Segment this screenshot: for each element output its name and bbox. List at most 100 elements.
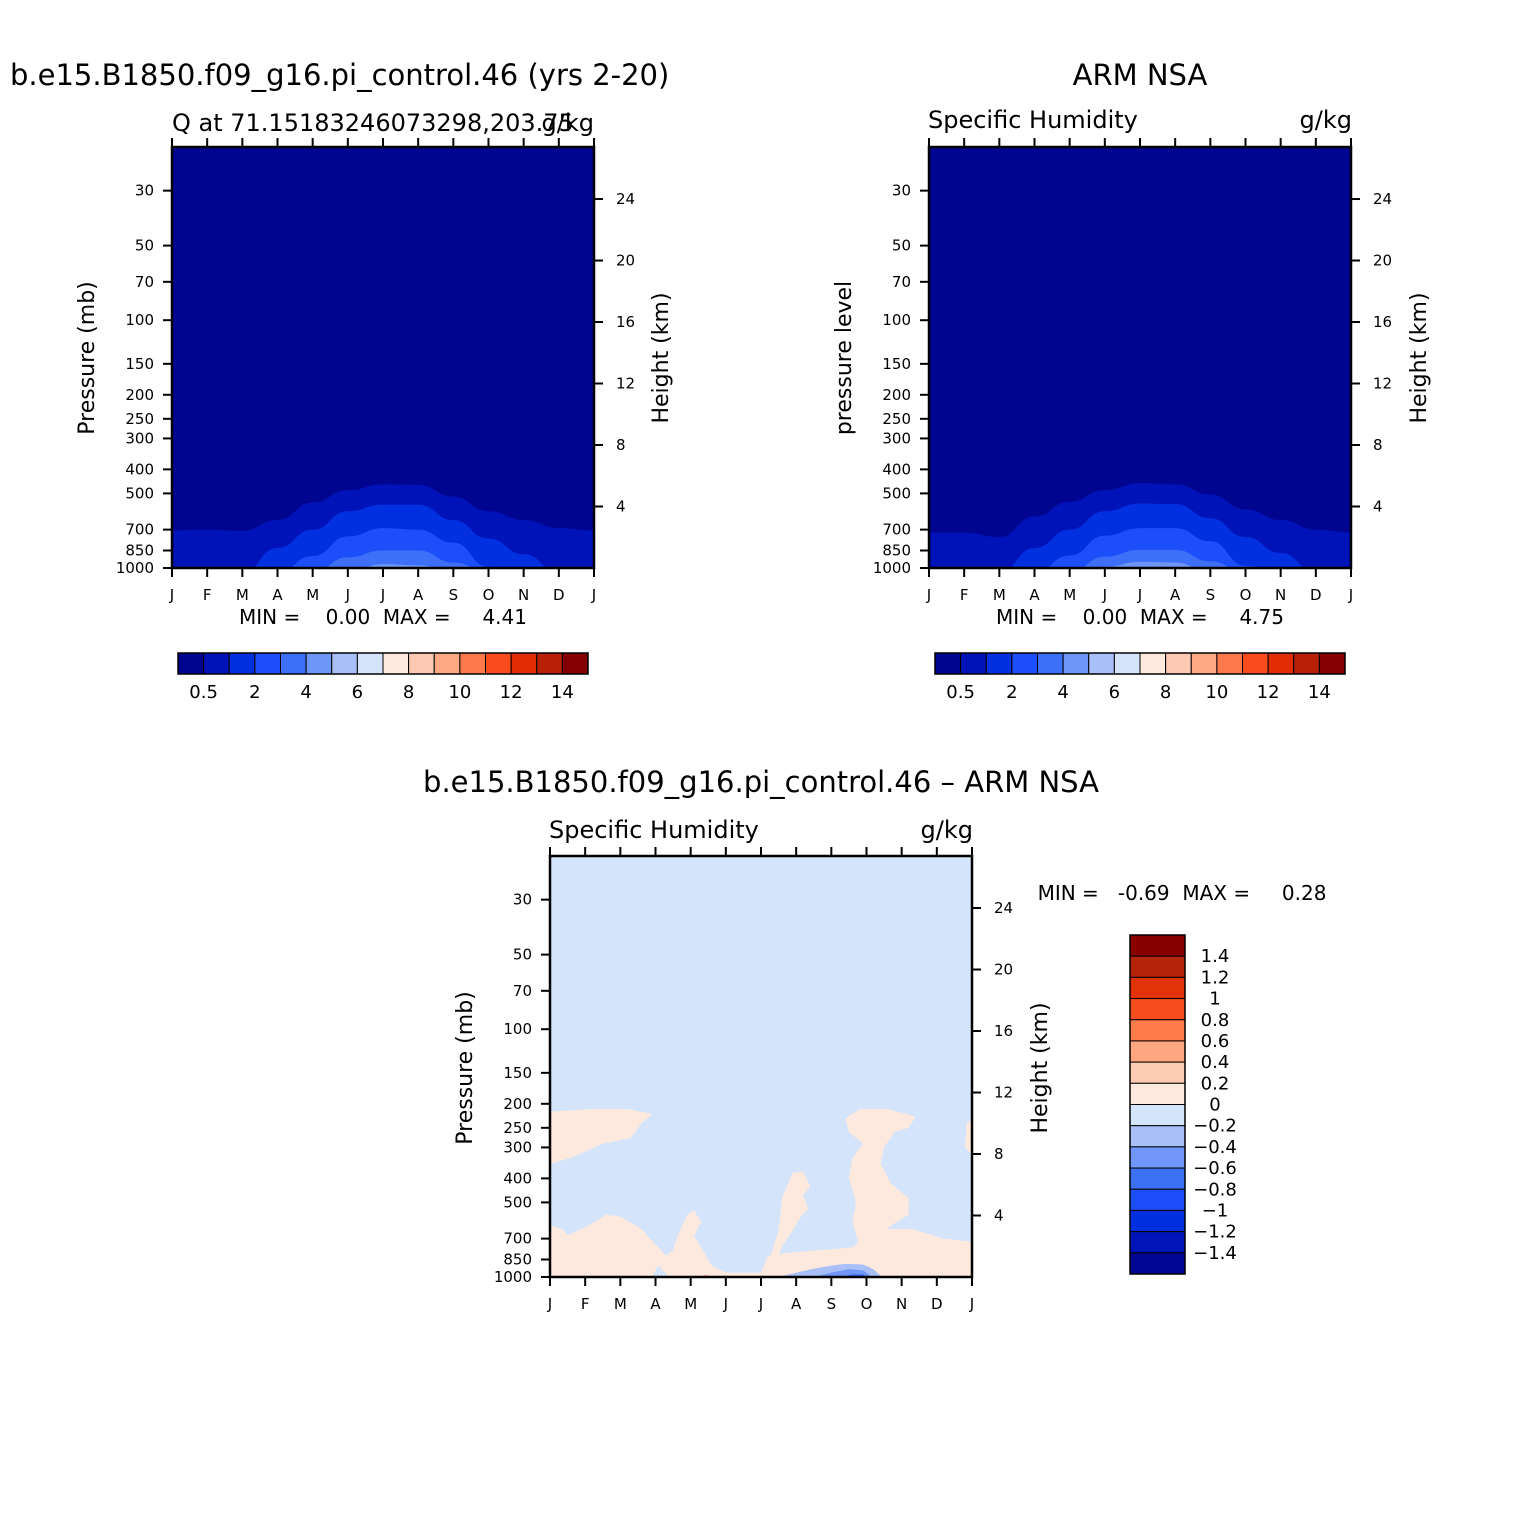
colorbar-swatch <box>510 652 538 675</box>
y-tick-label: 700 <box>125 521 154 539</box>
y2-tick-label: 16 <box>1373 313 1392 331</box>
colorbar-swatch <box>433 652 461 675</box>
x-tick-label: J <box>547 1295 552 1313</box>
colorbar-label: −0.4 <box>1193 1137 1237 1158</box>
colorbar-swatch <box>1088 652 1115 675</box>
colorbar-label: −0.8 <box>1193 1179 1237 1200</box>
y2-tick-label: 16 <box>994 1022 1013 1040</box>
colorbar-swatch <box>1129 1082 1186 1105</box>
y2-tick-label: 20 <box>1373 252 1392 270</box>
panel-subtitle: Q at 71.15183246073298,203.75 <box>172 109 574 137</box>
colorbar-swatch <box>1129 1104 1186 1127</box>
contour-band-3 <box>326 550 473 568</box>
colorbar-label: 6 <box>352 682 363 703</box>
y-tick-label: 1000 <box>116 559 154 577</box>
colorbar-label: −1.2 <box>1193 1222 1237 1243</box>
colorbar-swatch <box>280 652 307 675</box>
colorbar-label: 0.6 <box>1201 1031 1230 1052</box>
x-tick-label: J <box>723 1295 728 1313</box>
colorbar-swatch <box>1129 998 1186 1021</box>
y-tick-label: 100 <box>882 311 911 329</box>
contour-band-3 <box>1082 549 1230 568</box>
colorbar-swatch <box>1129 1231 1186 1254</box>
x-tick-label: A <box>791 1295 802 1313</box>
colorbar-swatch <box>1267 652 1295 675</box>
y-axis-label: Pressure (mb) <box>453 991 478 1145</box>
x-tick-label: N <box>1275 586 1286 604</box>
y2-tick-label: 8 <box>616 436 626 454</box>
x-tick-label: F <box>960 586 969 604</box>
x-tick-label: J <box>169 586 174 604</box>
y2-tick-label: 8 <box>1373 436 1383 454</box>
y-tick-label: 200 <box>503 1095 532 1113</box>
y-tick-label: 30 <box>135 182 154 200</box>
x-tick-label: J <box>758 1295 763 1313</box>
x-tick-label: F <box>203 586 212 604</box>
colorbar-label: 0.5 <box>946 682 975 703</box>
colorbar-swatch <box>1129 1188 1186 1211</box>
colorbar-swatch <box>1129 976 1186 1000</box>
y-tick-label: 250 <box>882 410 911 428</box>
y-tick-label: 500 <box>503 1193 532 1211</box>
y2-tick-label: 8 <box>994 1145 1004 1163</box>
colorbar-label: 2 <box>1006 682 1017 703</box>
contour-fill-group <box>172 147 594 568</box>
y-tick-label: 150 <box>882 355 911 373</box>
colorbar-label: −0.2 <box>1193 1116 1237 1137</box>
y-tick-label: 50 <box>135 237 154 255</box>
colorbar-swatch <box>1165 652 1192 675</box>
colorbar-swatch <box>561 652 589 675</box>
y-tick-label: 1000 <box>873 559 911 577</box>
x-tick-label: A <box>650 1295 661 1313</box>
y-tick-label: 300 <box>503 1138 532 1156</box>
min-max-readout: MIN = -0.69 MAX = 0.28 <box>1038 881 1327 905</box>
y-tick-label: 300 <box>125 429 154 447</box>
y-tick-label: 70 <box>513 982 532 1000</box>
colorbar-swatch <box>1129 1252 1186 1275</box>
positive-region-upper-left <box>550 1109 652 1165</box>
panel-title: b.e15.B1850.f09_g16.pi_control.46 – ARM … <box>423 765 1099 799</box>
y-tick-label: 400 <box>125 460 154 478</box>
x-tick-label: A <box>1170 586 1181 604</box>
colorbar-label: −1.4 <box>1193 1243 1237 1264</box>
x-tick-label: M <box>614 1295 627 1313</box>
colorbar-swatch <box>1318 652 1346 675</box>
colorbar-swatch <box>1129 1040 1186 1063</box>
y-tick-label: 30 <box>892 182 911 200</box>
panel-units: g/kg <box>1300 106 1352 134</box>
x-tick-label: J <box>1102 586 1107 604</box>
min-max-readout: MIN = 0.00 MAX = 4.41 <box>239 605 527 629</box>
x-tick-label: A <box>1029 586 1040 604</box>
colorbar-label: 12 <box>1257 682 1280 703</box>
colorbar-label: 14 <box>1308 682 1331 703</box>
colorbar-swatch <box>1129 1061 1186 1084</box>
x-tick-label: M <box>684 1295 697 1313</box>
y-tick-label: 400 <box>882 460 911 478</box>
y2-tick-label: 12 <box>994 1084 1013 1102</box>
colorbar-label: 8 <box>403 682 414 703</box>
colorbar-swatch <box>356 652 384 675</box>
y-tick-label: 150 <box>125 355 154 373</box>
colorbar: 0.5 2 4 6 8 10 12 14 <box>177 652 589 703</box>
colorbar-label: 4 <box>1057 682 1068 703</box>
y-tick-label: 500 <box>125 484 154 502</box>
y2-tick-label: 24 <box>1373 190 1392 208</box>
colorbar-swatch <box>459 652 486 675</box>
colorbar-label: 2 <box>249 682 260 703</box>
colorbar-swatch <box>1129 1125 1186 1148</box>
y-tick-label: 400 <box>503 1169 532 1187</box>
y2-tick-label: 4 <box>1373 498 1383 516</box>
y-tick-label: 700 <box>503 1230 532 1248</box>
x-tick-label: J <box>1348 586 1353 604</box>
x-tick-label: A <box>272 586 283 604</box>
x-tick-label: D <box>1310 586 1322 604</box>
colorbar-swatch <box>177 652 205 675</box>
y2-tick-label: 24 <box>616 190 635 208</box>
colorbar-label: 8 <box>1160 682 1171 703</box>
y-tick-label: 850 <box>125 542 154 560</box>
x-tick-label: J <box>345 586 350 604</box>
x-tick-label: F <box>581 1295 590 1313</box>
y-tick-label: 70 <box>892 273 911 291</box>
colorbar-swatch <box>985 652 1013 675</box>
x-tick-label: O <box>861 1295 873 1313</box>
